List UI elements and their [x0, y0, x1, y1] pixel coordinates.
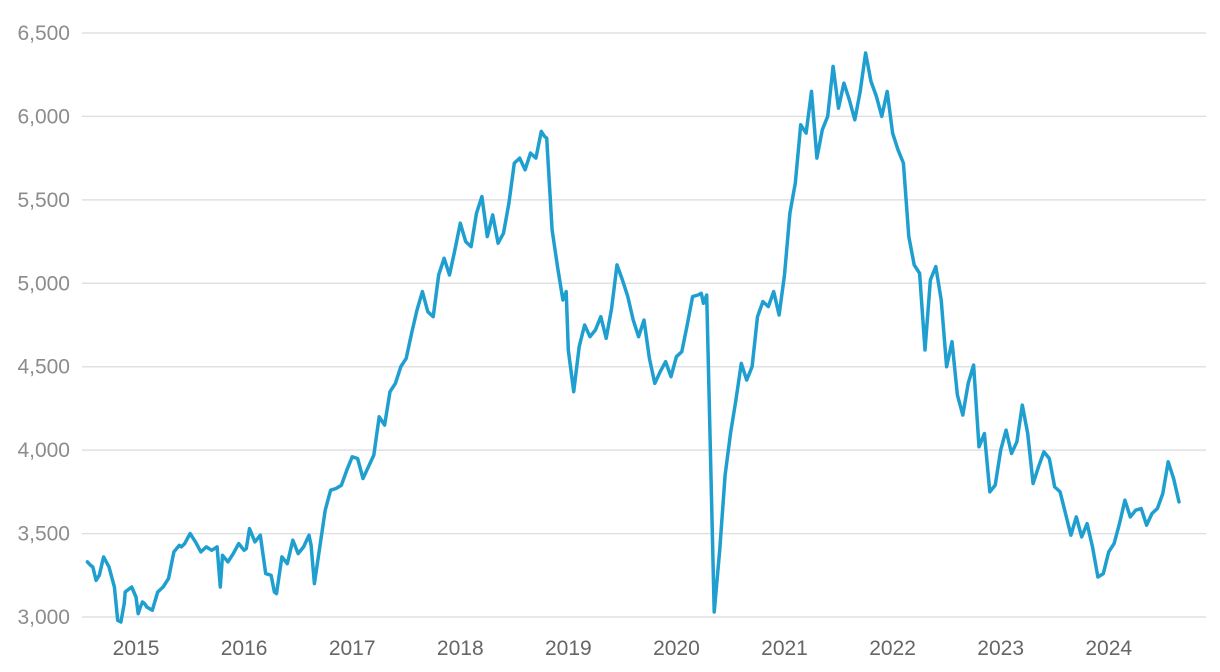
x-tick-label: 2017 — [329, 637, 376, 660]
series-layer — [85, 51, 1181, 624]
x-tick-label: 2022 — [869, 637, 916, 660]
x-tick-label: 2020 — [653, 637, 700, 660]
y-tick-label: 3,000 — [17, 606, 70, 629]
y-tick-label: 4,500 — [17, 356, 70, 379]
x-tick-label: 2019 — [545, 637, 592, 660]
x-tick-label: 2015 — [113, 637, 160, 660]
gridlines — [82, 32, 1206, 618]
y-tick-label: 5,500 — [17, 189, 70, 212]
x-tick-label: 2016 — [221, 637, 268, 660]
x-tick-label: 2021 — [761, 637, 808, 660]
y-tick-label: 6,000 — [17, 105, 70, 128]
y-tick-label: 4,000 — [17, 439, 70, 462]
y-tick-label: 3,500 — [17, 523, 70, 546]
x-tick-label: 2018 — [437, 637, 484, 660]
y-axis-tick-labels: 3,000 3,500 4,000 4,500 5,000 5,500 6,000 6,500 — [17, 22, 70, 629]
x-tick-label: 2024 — [1085, 637, 1132, 660]
y-tick-label: 6,500 — [17, 22, 70, 45]
x-tick-label: 2023 — [977, 637, 1024, 660]
x-axis-tick-labels: 2015 2016 2017 2018 2019 2020 2021 2022 2023 2024 — [113, 637, 1133, 660]
y-tick-label: 5,000 — [17, 272, 70, 295]
series-line — [85, 51, 1181, 624]
